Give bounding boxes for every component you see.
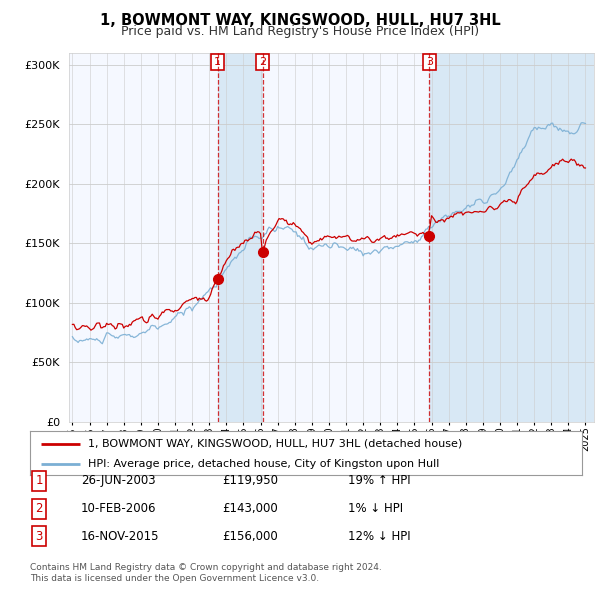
Text: 2: 2 [35, 502, 43, 515]
Text: 16-NOV-2015: 16-NOV-2015 [81, 530, 160, 543]
Text: 3: 3 [426, 57, 433, 67]
Text: Contains HM Land Registry data © Crown copyright and database right 2024.: Contains HM Land Registry data © Crown c… [30, 563, 382, 572]
Text: 1, BOWMONT WAY, KINGSWOOD, HULL, HU7 3HL: 1, BOWMONT WAY, KINGSWOOD, HULL, HU7 3HL [100, 13, 500, 28]
Text: 1, BOWMONT WAY, KINGSWOOD, HULL, HU7 3HL (detached house): 1, BOWMONT WAY, KINGSWOOD, HULL, HU7 3HL… [88, 439, 462, 449]
Text: 3: 3 [35, 530, 43, 543]
Text: 26-JUN-2003: 26-JUN-2003 [81, 474, 155, 487]
Text: This data is licensed under the Open Government Licence v3.0.: This data is licensed under the Open Gov… [30, 574, 319, 583]
Text: £143,000: £143,000 [222, 502, 278, 515]
Text: 12% ↓ HPI: 12% ↓ HPI [348, 530, 410, 543]
Text: HPI: Average price, detached house, City of Kingston upon Hull: HPI: Average price, detached house, City… [88, 459, 439, 469]
Text: Price paid vs. HM Land Registry's House Price Index (HPI): Price paid vs. HM Land Registry's House … [121, 25, 479, 38]
Text: 19% ↑ HPI: 19% ↑ HPI [348, 474, 410, 487]
Text: 10-FEB-2006: 10-FEB-2006 [81, 502, 157, 515]
Text: 1: 1 [35, 474, 43, 487]
Text: £156,000: £156,000 [222, 530, 278, 543]
Text: 1% ↓ HPI: 1% ↓ HPI [348, 502, 403, 515]
Text: £119,950: £119,950 [222, 474, 278, 487]
Bar [430, 53, 594, 422]
Bar [218, 53, 263, 422]
Text: 1: 1 [214, 57, 221, 67]
Text: 2: 2 [259, 57, 266, 67]
